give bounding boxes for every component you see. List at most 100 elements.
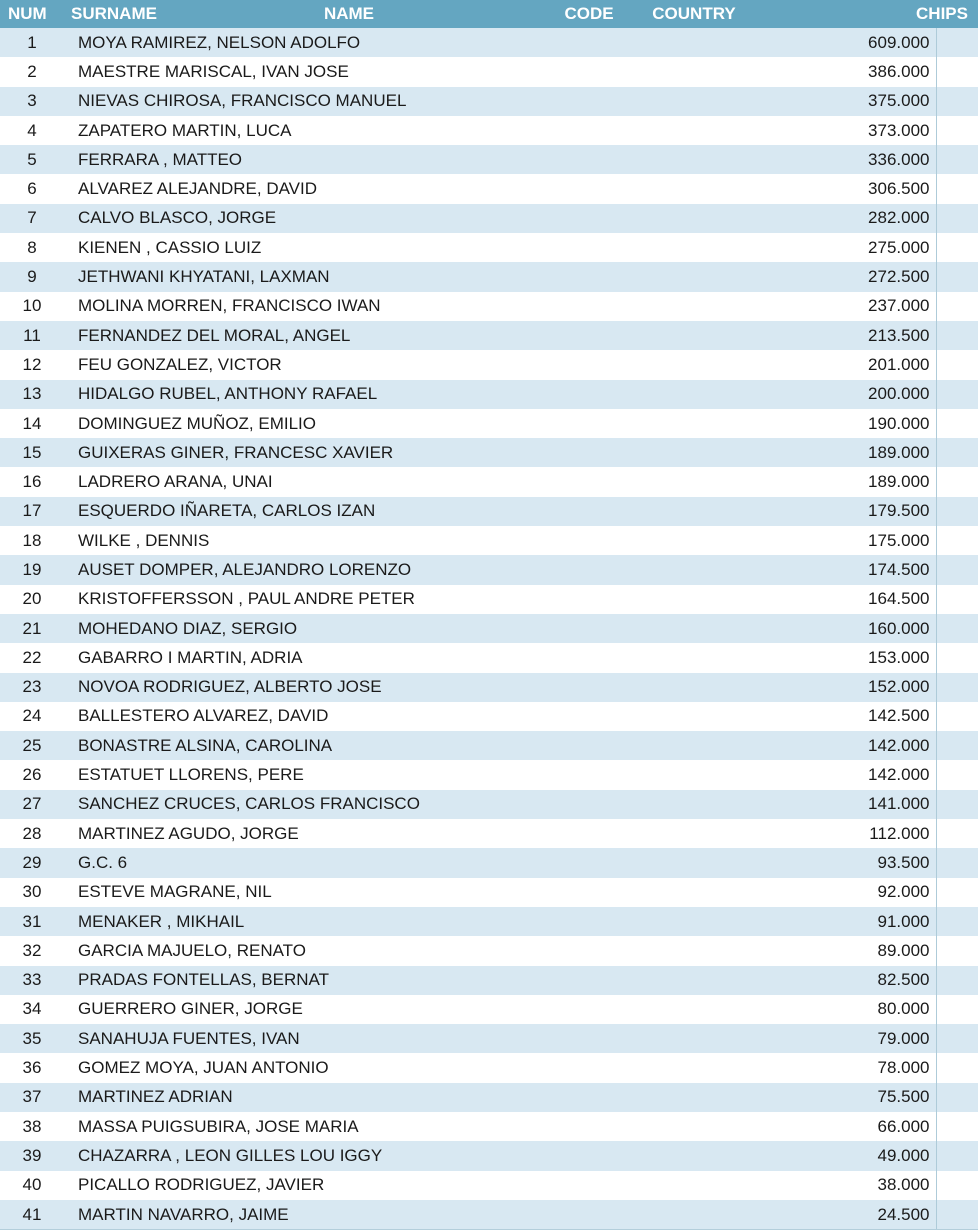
row-code xyxy=(544,57,634,87)
table-row: 16 LADRERO ARANA, UNAI 189.000 xyxy=(0,467,978,497)
row-surname: MAESTRE MARISCAL, IVAN JOSE xyxy=(64,57,544,87)
row-code xyxy=(544,86,634,116)
row-code xyxy=(544,936,634,966)
row-surname: CALVO BLASCO, JORGE xyxy=(64,203,544,234)
table-row: 28 MARTINEZ AGUDO, JORGE 112.000 xyxy=(0,819,978,849)
header-surname: SURNAME xyxy=(64,0,157,28)
table-row: 20 KRISTOFFERSSON , PAUL ANDRE PETER 164.5… xyxy=(0,584,978,614)
row-num: 28 xyxy=(0,819,64,849)
row-country xyxy=(634,965,754,995)
row-country xyxy=(634,86,754,116)
row-country xyxy=(634,1141,754,1171)
row-code xyxy=(544,1053,634,1083)
table-row: 26 ESTATUET LLORENS, PERE 142.000 xyxy=(0,760,978,790)
row-surname: MARTIN NAVARRO, JAIME xyxy=(64,1199,544,1230)
row-country xyxy=(634,379,754,409)
row-spacer xyxy=(935,57,978,87)
table-row: 11 FERNANDEZ DEL MORAL, ANGEL 213.500 xyxy=(0,320,978,351)
row-code xyxy=(544,1141,634,1171)
row-surname: BALLESTERO ALVAREZ, DAVID xyxy=(64,701,544,732)
row-num: 1 xyxy=(0,28,64,58)
row-code xyxy=(544,203,634,234)
row-country xyxy=(634,1170,754,1200)
row-surname: DOMINGUEZ MUÑOZ, EMILIO xyxy=(64,408,544,439)
table-row: 25 BONASTRE ALSINA, CAROLINA 142.000 xyxy=(0,731,978,761)
row-num: 39 xyxy=(0,1141,64,1171)
row-chips: 609.000 xyxy=(754,28,936,58)
row-chips: 272.500 xyxy=(754,262,936,292)
row-num: 11 xyxy=(0,320,64,351)
row-surname: ESQUERDO IÑARETA, CARLOS IZAN xyxy=(64,496,544,527)
row-num: 16 xyxy=(0,467,64,497)
row-surname: FERRARA , MATTEO xyxy=(64,145,544,175)
row-country xyxy=(634,848,754,878)
row-num: 27 xyxy=(0,789,64,820)
row-num: 41 xyxy=(0,1199,64,1230)
row-code xyxy=(544,408,634,439)
row-surname: GARCIA MAJUELO, RENATO xyxy=(64,936,544,966)
row-num: 7 xyxy=(0,203,64,234)
row-spacer xyxy=(935,701,978,732)
row-code xyxy=(544,1024,634,1054)
row-surname: AUSET DOMPER, ALEJANDRO LORENZO xyxy=(64,555,544,585)
row-country xyxy=(634,145,754,175)
row-spacer xyxy=(935,965,978,995)
row-spacer xyxy=(935,1141,978,1171)
row-country xyxy=(634,731,754,761)
row-spacer xyxy=(935,1053,978,1083)
row-num: 21 xyxy=(0,613,64,644)
row-chips: 190.000 xyxy=(754,408,936,439)
row-surname: KRISTOFFERSSON , PAUL ANDRE PETER xyxy=(64,584,544,614)
table-row: 22 GABARRO I MARTIN, ADRIA 153.000 xyxy=(0,643,978,673)
row-spacer xyxy=(935,203,978,234)
row-chips: 237.000 xyxy=(754,291,936,321)
row-num: 15 xyxy=(0,438,64,468)
row-country xyxy=(634,1111,754,1142)
row-chips: 152.000 xyxy=(754,672,936,702)
row-chips: 336.000 xyxy=(754,145,936,175)
row-num: 10 xyxy=(0,291,64,321)
table-row: 31 MENAKER , MIKHAIL 91.000 xyxy=(0,906,978,937)
header-code: CODE xyxy=(544,0,634,28)
row-chips: 153.000 xyxy=(754,643,936,673)
table-row: 32 GARCIA MAJUELO, RENATO 89.000 xyxy=(0,936,978,966)
row-spacer xyxy=(935,115,978,146)
row-spacer xyxy=(935,379,978,409)
row-chips: 174.500 xyxy=(754,555,936,585)
row-chips: 160.000 xyxy=(754,613,936,644)
row-code xyxy=(544,1082,634,1112)
row-code xyxy=(544,613,634,644)
row-code xyxy=(544,555,634,585)
row-chips: 141.000 xyxy=(754,789,936,820)
row-code xyxy=(544,350,634,380)
row-spacer xyxy=(935,291,978,321)
row-surname: CHAZARRA , LEON GILLES LOU IGGY xyxy=(64,1141,544,1171)
row-country xyxy=(634,701,754,732)
table-row: 4 ZAPATERO MARTIN, LUCA 373.000 xyxy=(0,115,978,146)
row-num: 29 xyxy=(0,848,64,878)
row-country xyxy=(634,262,754,292)
table-row: 3 NIEVAS CHIROSA, FRANCISCO MANUEL 375.000 xyxy=(0,86,978,116)
row-country xyxy=(634,672,754,702)
row-num: 8 xyxy=(0,233,64,263)
row-spacer xyxy=(935,731,978,761)
row-spacer xyxy=(935,789,978,820)
table-row: 13 HIDALGO RUBEL, ANTHONY RAFAEL 200.000 xyxy=(0,379,978,409)
row-code xyxy=(544,848,634,878)
row-spacer xyxy=(935,86,978,116)
row-surname: GUERRERO GINER, JORGE xyxy=(64,994,544,1025)
table-row: 33 PRADAS FONTELLAS, BERNAT 82.500 xyxy=(0,965,978,995)
row-code xyxy=(544,877,634,907)
row-surname: PRADAS FONTELLAS, BERNAT xyxy=(64,965,544,995)
table-row: 34 GUERRERO GINER, JORGE 80.000 xyxy=(0,994,978,1025)
row-chips: 80.000 xyxy=(754,994,936,1025)
row-country xyxy=(634,906,754,937)
table-row: 17 ESQUERDO IÑARETA, CARLOS IZAN 179.500 xyxy=(0,496,978,527)
row-code xyxy=(544,291,634,321)
row-code xyxy=(544,760,634,790)
row-country xyxy=(634,438,754,468)
table-row: 36 GOMEZ MOYA, JUAN ANTONIO 78.000 xyxy=(0,1053,978,1083)
row-spacer xyxy=(935,994,978,1025)
row-num: 20 xyxy=(0,584,64,614)
row-spacer xyxy=(935,643,978,673)
